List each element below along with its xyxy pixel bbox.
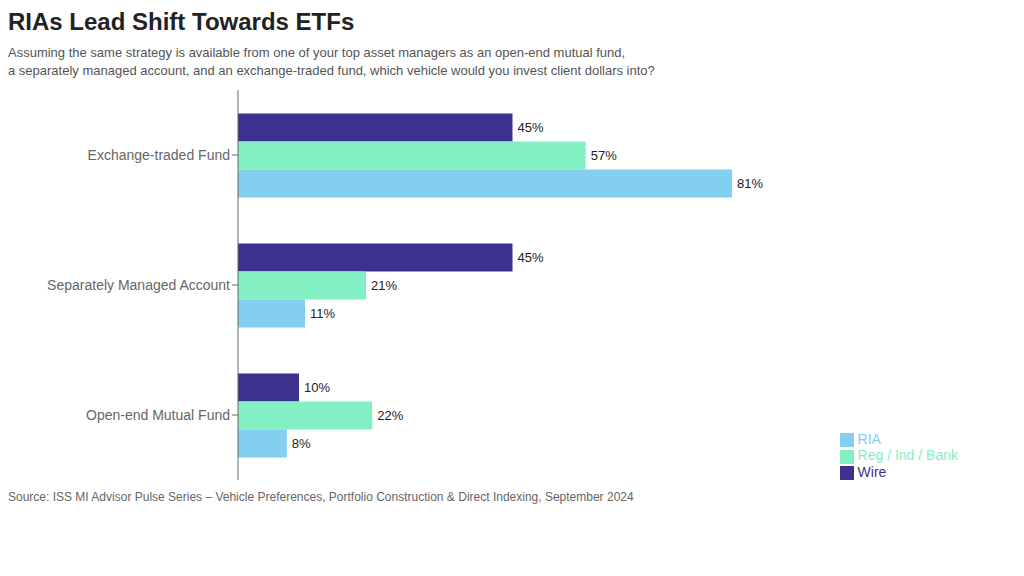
svg-text:11%: 11%: [310, 306, 335, 321]
html-text:Assuming the same strategy is: Assuming the same strategy is available …: [8, 45, 626, 60]
html-text:Reg / Ind / Bank: Reg / Ind / Bank: [857, 447, 958, 464]
svg-text:81%: 81%: [737, 176, 763, 191]
svg-text:Open-end Mutual Fund: Open-end Mutual Fund: [86, 407, 230, 423]
svg-text:22%: 22%: [377, 408, 403, 423]
html-text:RIAs Lead Shift Towards ETFs: RIAs Lead Shift Towards ETFs: [8, 8, 355, 35]
html-text:a separately managed account,: a separately managed account, and an exc…: [8, 63, 655, 78]
svg-text:Exchange-traded Fund: Exchange-traded Fund: [88, 147, 230, 163]
html-text:RIA: RIA: [857, 431, 881, 448]
html-text:Source: ISS MI Advisor Pulse S: Source: ISS MI Advisor Pulse Series – Ve…: [8, 490, 634, 504]
svg-text:8%: 8%: [292, 436, 311, 451]
svg-text:57%: 57%: [591, 148, 617, 163]
svg-text:45%: 45%: [517, 120, 543, 135]
svg-text:Separately Managed Account: Separately Managed Account: [47, 277, 230, 293]
svg-text:45%: 45%: [517, 250, 543, 265]
svg-text:10%: 10%: [304, 380, 330, 395]
svg-text:21%: 21%: [371, 278, 397, 293]
html-text:Wire: Wire: [857, 463, 887, 480]
